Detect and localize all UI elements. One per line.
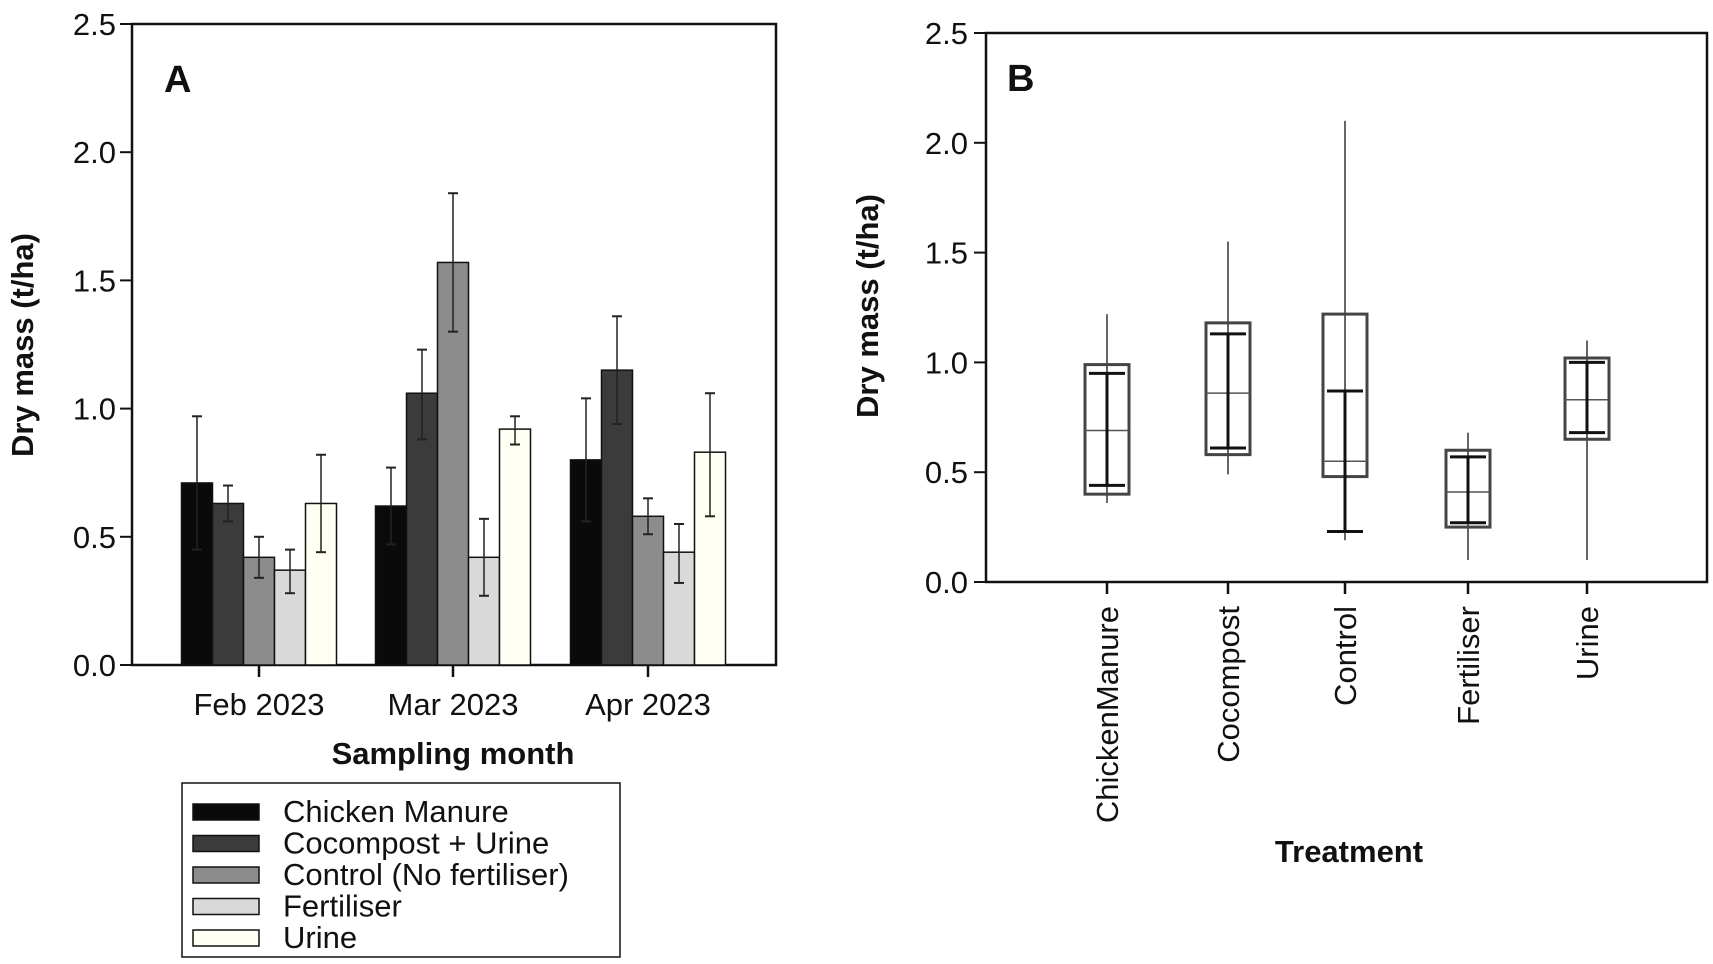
x-tick-label: Fertiliser	[1451, 606, 1486, 725]
box	[1563, 356, 1611, 441]
legend-swatch	[192, 834, 260, 853]
y-tick-label: 2.5	[925, 16, 968, 51]
box	[1083, 363, 1131, 496]
bar	[211, 502, 245, 666]
bar	[498, 428, 532, 666]
y-tick-label: 1.5	[73, 263, 116, 298]
panel-b-frame	[984, 31, 1709, 584]
panel-a-x-title: Sampling month	[332, 736, 575, 771]
y-tick-label: 0.0	[925, 565, 968, 600]
y-tick-label: 1.5	[925, 236, 968, 271]
y-tick-label: 0.5	[73, 520, 116, 555]
y-tick-label: 2.5	[73, 7, 116, 42]
x-tick-label: Apr 2023	[585, 687, 711, 722]
y-tick-label: 1.0	[73, 392, 116, 427]
panel-a-label: A	[164, 59, 191, 101]
x-tick-label: ChickenManure	[1090, 606, 1125, 823]
legend-label: Urine	[283, 920, 357, 955]
box	[1444, 448, 1492, 529]
y-tick-label: 1.0	[925, 345, 968, 380]
y-tick-label: 2.0	[925, 126, 968, 161]
panel-b-y-title: Dry mass (t/ha)	[850, 194, 885, 418]
y-tick-label: 0.5	[925, 455, 968, 490]
x-tick-label: Mar 2023	[388, 687, 519, 722]
x-tick-label: Feb 2023	[194, 687, 325, 722]
legend-label: Fertiliser	[283, 889, 402, 924]
y-tick-label: 0.0	[73, 648, 116, 683]
legend-swatch	[192, 897, 260, 916]
panel-a-y-title: Dry mass (t/ha)	[5, 233, 40, 457]
panel-a-bar-chart: A 0.0 0.5 1.0 1.5 2.0 2.5 Feb 2023 Mar 2023 Apr…	[5, 7, 778, 958]
box	[1204, 321, 1252, 457]
x-tick-label: Control	[1328, 606, 1363, 706]
panel-b-label: B	[1007, 58, 1034, 100]
y-tick-label: 2.0	[73, 135, 116, 170]
bar	[631, 515, 665, 666]
legend-swatch	[192, 803, 260, 821]
legend-label: Cocompost + Urine	[283, 826, 549, 861]
legend-swatch	[192, 929, 260, 947]
legend-label: Chicken Manure	[283, 794, 509, 829]
panel-b-box-plot: B 0.0 0.5 1.0 1.5 2.0 2.5 ChickenManure Cocomp…	[850, 16, 1709, 869]
x-tick-label: Cocompost	[1211, 606, 1246, 763]
legend-label: Control (No fertiliser)	[283, 857, 569, 892]
x-tick-label: Urine	[1570, 606, 1605, 680]
panel-b-x-title: Treatment	[1275, 834, 1423, 869]
legend-swatch	[192, 866, 260, 884]
